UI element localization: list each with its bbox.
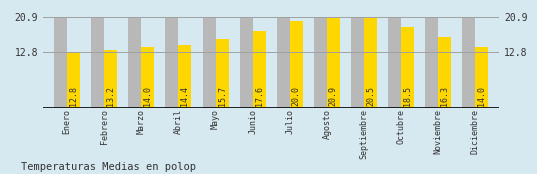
Bar [462, 17, 475, 108]
Bar [178, 45, 191, 108]
Text: Temperaturas Medias en polop: Temperaturas Medias en polop [21, 162, 197, 172]
Text: 13.2: 13.2 [106, 86, 115, 106]
Bar [215, 39, 229, 108]
Bar [67, 52, 80, 108]
Bar [91, 17, 104, 108]
Bar [277, 17, 290, 108]
Bar [252, 31, 266, 108]
Text: 18.5: 18.5 [403, 86, 412, 106]
Text: 15.7: 15.7 [217, 86, 227, 106]
Text: 20.9: 20.9 [329, 86, 338, 106]
Text: 16.3: 16.3 [440, 86, 449, 106]
Bar [438, 37, 451, 108]
Bar [364, 18, 377, 108]
Bar [314, 17, 327, 108]
Text: 14.4: 14.4 [180, 86, 190, 106]
Bar [388, 17, 401, 108]
Bar [401, 27, 414, 108]
Bar [165, 17, 178, 108]
Text: 20.5: 20.5 [366, 86, 375, 106]
Bar [475, 47, 488, 108]
Bar [104, 50, 117, 108]
Bar [351, 17, 364, 108]
Text: 14.0: 14.0 [477, 86, 487, 106]
Text: 12.8: 12.8 [69, 86, 78, 106]
Bar [128, 17, 141, 108]
Bar [202, 17, 215, 108]
Bar [240, 17, 252, 108]
Bar [327, 17, 340, 108]
Bar [290, 21, 303, 108]
Text: 14.0: 14.0 [143, 86, 153, 106]
Bar [54, 17, 67, 108]
Text: 20.0: 20.0 [292, 86, 301, 106]
Bar [141, 47, 154, 108]
Text: 17.6: 17.6 [255, 86, 264, 106]
Bar [425, 17, 438, 108]
